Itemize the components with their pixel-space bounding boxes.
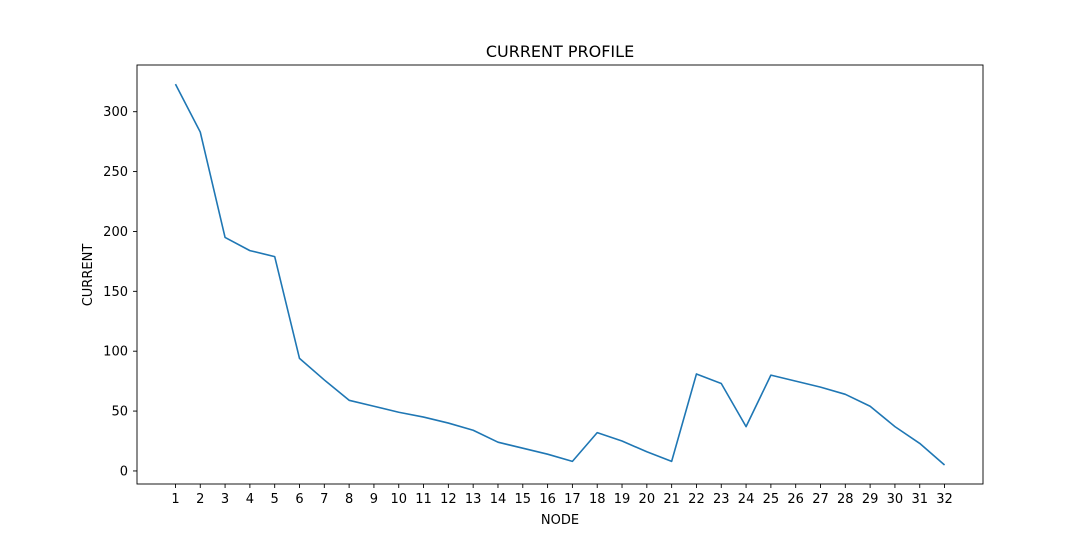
x-tick-label: 7 <box>320 492 328 507</box>
x-tick-label: 12 <box>440 492 457 507</box>
x-tick-label: 2 <box>196 492 204 507</box>
x-tick-label: 31 <box>911 492 928 507</box>
x-tick-label: 20 <box>639 492 656 507</box>
y-ticks: 0 50 100 150 200 250 300 <box>103 105 137 479</box>
x-tick-label: 21 <box>663 492 680 507</box>
x-tick-label: 23 <box>713 492 730 507</box>
x-tick-label: 18 <box>589 492 606 507</box>
x-tick-label: 5 <box>271 492 279 507</box>
x-ticks: 1 2 3 4 5 6 7 8 9 10 11 12 13 14 15 16 17 18 19 20 21 22 23 24 2… <box>171 484 953 507</box>
x-tick-label: 8 <box>345 492 353 507</box>
x-tick-label: 30 <box>887 492 904 507</box>
y-tick-label: 300 <box>103 105 128 120</box>
x-tick-label: 6 <box>295 492 303 507</box>
x-tick-label: 24 <box>738 492 755 507</box>
x-tick-label: 19 <box>614 492 631 507</box>
x-tick-label: 25 <box>763 492 780 507</box>
x-tick-label: 22 <box>688 492 705 507</box>
x-tick-label: 32 <box>936 492 953 507</box>
x-tick-label: 16 <box>539 492 556 507</box>
x-tick-label: 1 <box>171 492 179 507</box>
x-tick-label: 3 <box>221 492 229 507</box>
chart-title: CURRENT PROFILE <box>486 42 634 61</box>
x-tick-label: 10 <box>390 492 407 507</box>
series-line <box>174 83 946 466</box>
plot-frame <box>136 64 984 485</box>
x-tick-label: 17 <box>564 492 581 507</box>
y-tick-label: 250 <box>103 165 128 180</box>
x-tick-label: 4 <box>246 492 254 507</box>
x-tick-label: 27 <box>812 492 829 507</box>
y-tick-label: 150 <box>103 285 128 300</box>
y-tick-label: 50 <box>111 405 128 420</box>
y-axis-label: CURRENT <box>81 244 96 307</box>
x-tick-label: 26 <box>787 492 804 507</box>
axes-group <box>136 64 984 485</box>
y-tick-label: 200 <box>103 225 128 240</box>
x-tick-label: 28 <box>837 492 854 507</box>
x-tick-label: 14 <box>490 492 507 507</box>
x-tick-label: 15 <box>515 492 532 507</box>
x-axis-label: NODE <box>541 513 579 528</box>
x-tick-label: 13 <box>465 492 482 507</box>
x-tick-label: 29 <box>862 492 879 507</box>
y-tick-label: 100 <box>103 345 128 360</box>
series-group <box>174 83 946 466</box>
y-tick-label: 0 <box>120 464 128 479</box>
x-tick-label: 9 <box>370 492 378 507</box>
x-tick-label: 11 <box>415 492 432 507</box>
